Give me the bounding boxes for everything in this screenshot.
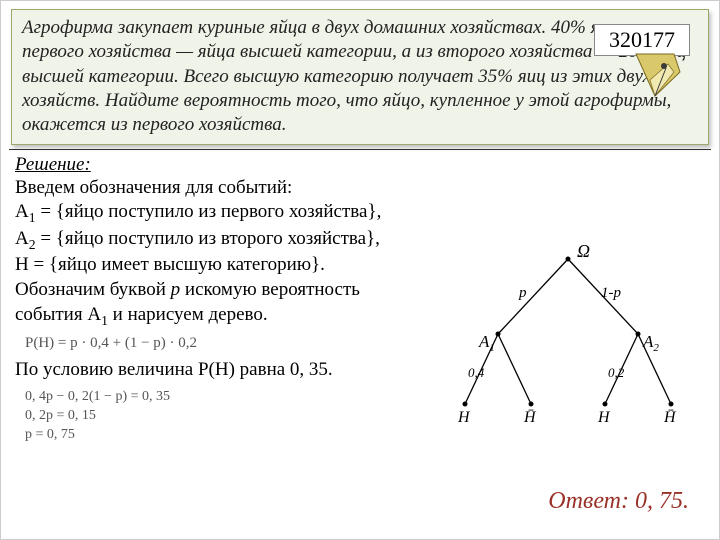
tree-edge-04: 0,4 xyxy=(468,365,485,380)
probability-tree: Ω p 1-p A1 A2 0,4 0,2 H H̄ H H̄ xyxy=(443,239,693,429)
tree-edge-1mp: 1-p xyxy=(601,285,621,301)
pen-icon xyxy=(616,52,686,98)
problem-statement-box: Агрофирма закупает куриные яйца в двух д… xyxy=(11,9,709,145)
problem-text-content: Агрофирма закупает куриные яйца в двух д… xyxy=(22,17,686,135)
tree-leaf: H xyxy=(597,409,611,426)
tree-leaf: H xyxy=(457,409,471,426)
answer-label: Ответ: 0, 75. xyxy=(548,488,689,515)
solution-title: Решение: xyxy=(15,154,707,176)
tree-leaf: H̄ xyxy=(523,409,537,426)
tree-edge-02: 0,2 xyxy=(608,365,625,380)
tree-leaf: H̄ xyxy=(663,409,677,426)
tree-node-a1: A1 xyxy=(478,332,495,354)
tree-node-a2: A2 xyxy=(642,332,659,354)
solution-line: А1 = {яйцо поступило из первого хозяйств… xyxy=(15,200,707,227)
solution-line: Введем обозначения для событий: xyxy=(15,176,707,201)
problem-id: 320177 xyxy=(609,27,675,52)
tree-edge-p: p xyxy=(518,285,527,301)
tree-root-label: Ω xyxy=(577,241,590,261)
